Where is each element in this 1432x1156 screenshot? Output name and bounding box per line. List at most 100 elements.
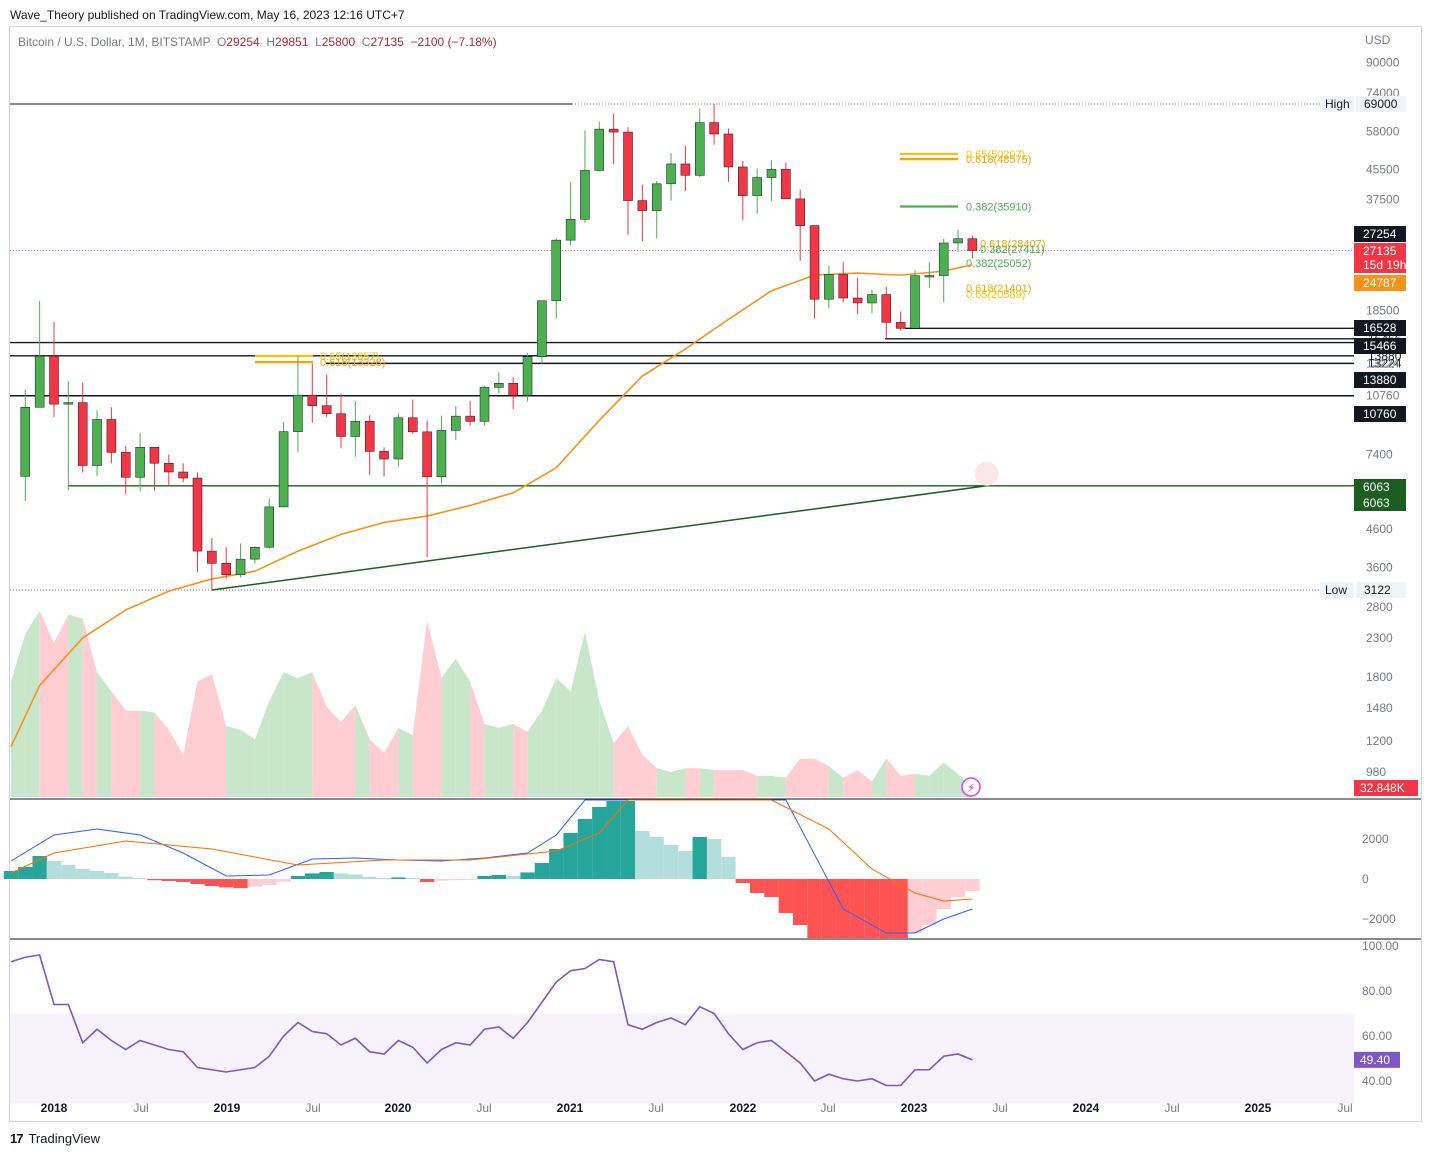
time-tick-label: Jul (992, 1101, 1007, 1115)
macd-histogram-bar (907, 879, 923, 933)
candle-body (77, 402, 88, 466)
candle-body (852, 297, 863, 304)
volume-area (757, 775, 772, 797)
macd-histogram-bar (807, 879, 822, 938)
price-tag: 15466 (1363, 339, 1397, 353)
price-tick-label: 2800 (1366, 600, 1393, 614)
volume-area (828, 766, 844, 797)
volume-area (484, 724, 499, 797)
volume-area (168, 729, 184, 797)
price-tag: 24787 (1363, 276, 1397, 290)
price-tick-label: 2300 (1366, 631, 1393, 645)
macd-histogram-bar (75, 869, 90, 879)
flash-icon (961, 777, 981, 797)
macd-histogram-bar (3, 871, 19, 879)
macd-histogram-bar (950, 879, 966, 897)
macd-histogram-bar (649, 837, 664, 879)
volume-area (10, 633, 26, 797)
fib-label: 0.382(35910) (966, 202, 1031, 214)
price-tick-label: 1480 (1366, 701, 1393, 715)
volume-area (384, 727, 399, 797)
fib-label: 0.618(13328) (320, 357, 385, 369)
level-value-bg (1356, 582, 1406, 598)
macd-histogram-bar (448, 879, 463, 881)
macd-histogram-bar (61, 865, 76, 879)
macd-histogram-bar (692, 837, 707, 879)
candle-body (479, 387, 490, 422)
candle-body (895, 322, 906, 329)
chart-frame (9, 26, 1422, 1122)
price-tag-countdown: 15d 19h (1363, 258, 1406, 272)
price-tag-bg (1354, 275, 1406, 291)
macd-histogram-bar (262, 879, 277, 885)
time-tick-label: Jul (820, 1101, 835, 1115)
macd-histogram-bar (305, 873, 320, 879)
candle-body (924, 275, 935, 278)
price-tick-label: 58000 (1366, 124, 1400, 138)
time-tick-label: Jul (648, 1101, 663, 1115)
price-tag-bg (1354, 320, 1406, 336)
price-tag: 27135 (1363, 244, 1397, 258)
volume-area (312, 672, 327, 797)
candle-body (824, 274, 834, 300)
candle-body (106, 419, 117, 453)
macd-histogram-bar (721, 857, 736, 879)
candle-body (364, 420, 375, 452)
macd-histogram-bar (520, 872, 535, 879)
macd-histogram-bar (161, 879, 176, 881)
macd-histogram-bar (290, 876, 306, 879)
price-tag-bg (1354, 338, 1406, 354)
alert-marker (974, 461, 999, 486)
price-tick-label: 18500 (1366, 304, 1400, 318)
footer-brand[interactable]: TradingView (28, 1131, 101, 1146)
rsi-tick-label: 100.00 (1362, 939, 1399, 953)
close-label: C (361, 35, 371, 49)
fib-label: 0.618(21401) (966, 283, 1031, 295)
low-value: 25800 (321, 35, 356, 49)
volume-area (742, 770, 758, 797)
macd-histogram-bar (434, 879, 449, 881)
flash-icon-glyph: ⚡ (967, 781, 975, 795)
volume-area (297, 672, 313, 797)
rsi-tag: 49.40 (1360, 1053, 1390, 1067)
macd-histogram-bar (190, 879, 205, 884)
macd-histogram-bar (821, 879, 837, 938)
rsi-line (10, 954, 973, 1087)
time-tick-label: Jul (476, 1101, 491, 1115)
candle-body (221, 563, 231, 576)
macd-histogram-bar (333, 873, 349, 879)
candle-body (135, 447, 145, 478)
price-tick-label: 90000 (1366, 55, 1400, 69)
volume-area (398, 727, 413, 797)
support-trendline (211, 485, 987, 591)
volume-area (455, 658, 471, 797)
rsi-tick-label: 80.00 (1362, 984, 1392, 998)
time-tick-label: 2019 (214, 1101, 241, 1115)
volume-area (671, 768, 686, 797)
level-tag-bg (1320, 582, 1354, 598)
volume-area (613, 725, 628, 797)
candle-body (121, 452, 131, 478)
macd-histogram-bar (663, 845, 679, 879)
candle-body (881, 294, 892, 323)
macd-histogram-bar (362, 877, 377, 879)
volume-area (197, 674, 212, 797)
candle-body (709, 122, 719, 135)
candle-body (752, 177, 762, 196)
candle-body (436, 430, 447, 478)
candle-body (178, 471, 188, 479)
volume-area (269, 672, 284, 797)
tradingview-logo-icon[interactable]: 17 (10, 1131, 24, 1146)
macd-histogram-bar (348, 874, 363, 879)
price-tag: 6063 (1363, 480, 1390, 494)
time-tick-label: Jul (133, 1101, 148, 1115)
volume-area (412, 620, 428, 797)
candle-body (336, 413, 346, 437)
macd-histogram-bar (233, 879, 248, 888)
macd-histogram-bar (965, 879, 980, 891)
price-tick-label: 3600 (1366, 561, 1393, 575)
macd-histogram-bar (879, 879, 894, 938)
volume-area (599, 701, 614, 797)
volume-area (628, 725, 643, 797)
